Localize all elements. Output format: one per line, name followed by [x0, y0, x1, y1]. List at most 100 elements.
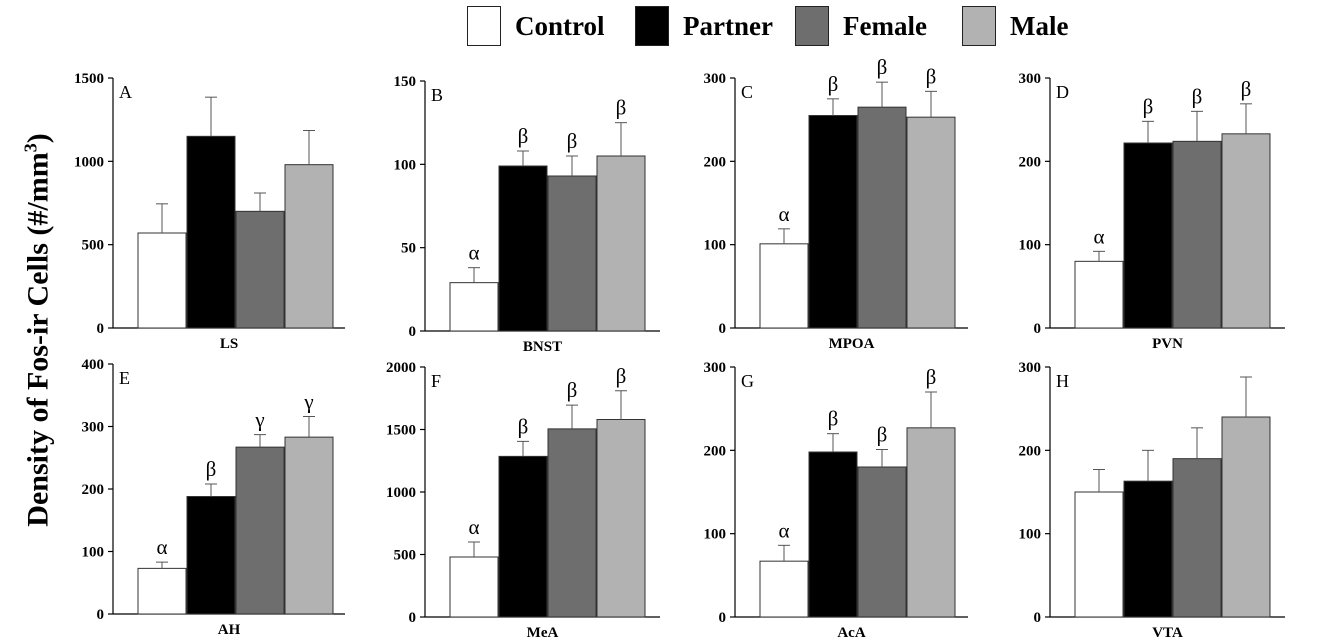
y-tick-label: 300	[1019, 360, 1042, 376]
y-tick-label: 100	[1019, 527, 1042, 543]
significance-label-partner: β	[828, 407, 839, 431]
y-tick-label: 300	[704, 71, 727, 87]
legend-label-partner: Partner	[683, 10, 773, 41]
y-tick-label: 0	[719, 610, 727, 626]
region-label: AH	[218, 622, 241, 638]
bar-male	[284, 164, 334, 329]
y-tick-label: 0	[97, 607, 105, 623]
significance-label-control: α	[778, 518, 789, 542]
significance-label-male: γ	[303, 390, 313, 414]
y-tick-label: 150	[394, 74, 417, 90]
panel-letter: A	[119, 82, 132, 102]
legend-item-control: Control	[467, 5, 605, 47]
legend-item-male: Male	[962, 5, 1068, 47]
y-tick-label: 1500	[386, 423, 416, 439]
significance-label-partner: β	[518, 124, 529, 148]
panel-a: 0 500 1000 1500 A LS	[74, 71, 345, 352]
bar-partner	[498, 455, 548, 618]
significance-label-male: β	[926, 365, 937, 389]
legend-label-female: Female	[843, 10, 927, 41]
bar-female	[857, 466, 907, 618]
y-tick-label: 0	[1034, 321, 1042, 337]
region-label: VTA	[1152, 625, 1183, 641]
significance-label-female: β	[877, 423, 888, 447]
bar-control	[1074, 260, 1124, 329]
y-tick-label: 1500	[74, 71, 104, 87]
significance-label-male: β	[926, 64, 937, 88]
panel-f: 0 500 1000 1500 2000 F MeA α β β β	[386, 360, 660, 641]
bar-partner	[808, 451, 858, 618]
panel-c: 0 100 200 300 C MPOA α β β β	[704, 55, 968, 352]
panel-h: 0 100 200 300 H VTA	[1019, 360, 1285, 641]
bar-male	[596, 419, 646, 618]
significance-label-male: β	[1241, 77, 1252, 101]
y-tick-label: 300	[1019, 71, 1042, 87]
legend-swatch-male	[962, 6, 996, 46]
region-label: MPOA	[829, 336, 875, 352]
bar-partner	[498, 165, 548, 332]
region-label: PVN	[1152, 336, 1183, 352]
bar-female	[857, 106, 907, 329]
y-tick-label: 100	[82, 545, 105, 561]
legend-item-female: Female	[795, 5, 927, 47]
panel-g: 0 100 200 300 G AcA α β β β	[704, 360, 968, 641]
legend-swatch-control	[467, 6, 501, 46]
bar-partner	[1123, 142, 1173, 329]
bar-partner	[186, 496, 236, 615]
y-tick-label: 50	[401, 241, 416, 257]
y-tick-label: 200	[704, 443, 727, 459]
y-tick-label: 200	[1019, 154, 1042, 170]
significance-label-female: β	[567, 129, 578, 153]
significance-label-partner: β	[828, 72, 839, 96]
y-tick-label: 400	[82, 357, 105, 373]
y-tick-label: 0	[719, 321, 727, 337]
significance-label-control: α	[468, 515, 479, 539]
y-tick-label: 0	[97, 321, 105, 337]
significance-label-female: γ	[254, 408, 264, 432]
bar-male	[596, 155, 646, 332]
region-label: BNST	[523, 339, 562, 355]
y-tick-label: 1000	[386, 485, 416, 501]
legend-label-male: Male	[1010, 10, 1069, 41]
bar-male	[906, 427, 956, 618]
bar-control	[759, 560, 809, 618]
significance-label-control: α	[1093, 224, 1104, 248]
bar-male	[1221, 133, 1271, 329]
y-tick-label: 0	[1034, 610, 1042, 626]
bar-female	[547, 428, 597, 618]
y-tick-label: 500	[82, 238, 105, 254]
significance-label-female: β	[877, 55, 888, 79]
y-tick-label: 0	[409, 324, 417, 340]
y-tick-label: 200	[1019, 443, 1042, 459]
panel-letter: E	[119, 368, 130, 388]
bar-partner	[186, 135, 236, 329]
bar-male	[906, 116, 956, 329]
bar-control	[449, 556, 499, 618]
region-label: AcA	[837, 625, 865, 641]
significance-label-male: β	[616, 364, 627, 388]
panel-b: 0 50 100 150 B BNST α β β β	[394, 74, 660, 355]
y-tick-label: 300	[704, 360, 727, 376]
legend: Control Partner Female Male	[0, 0, 1321, 60]
bar-female	[547, 175, 597, 332]
panel-letter: C	[741, 82, 753, 102]
bar-control	[1074, 491, 1124, 618]
bar-control	[449, 282, 499, 332]
bar-female	[235, 446, 285, 615]
panel-letter: G	[741, 371, 754, 391]
panel-letter: D	[1056, 82, 1069, 102]
region-label: MeA	[527, 625, 559, 641]
panel-d: 0 100 200 300 D PVN α β β β	[1019, 71, 1285, 352]
panel-letter: B	[431, 85, 443, 105]
bar-control	[759, 243, 809, 329]
y-tick-label: 300	[82, 420, 105, 436]
y-tick-label: 2000	[386, 360, 416, 376]
significance-label-female: β	[567, 378, 578, 402]
panel-letter: H	[1056, 371, 1069, 391]
panel-letter: F	[431, 371, 441, 391]
bar-partner	[808, 115, 858, 329]
region-label: LS	[220, 336, 238, 352]
y-tick-label: 100	[1019, 238, 1042, 254]
bar-male	[1221, 416, 1271, 618]
